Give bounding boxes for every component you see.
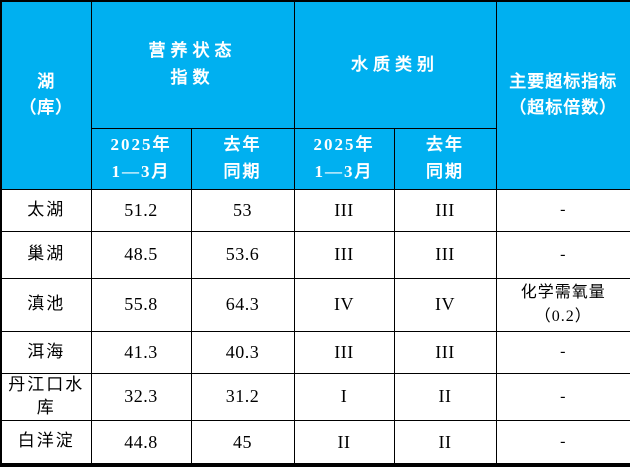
trophic-previous-cell: 53.6 — [190, 230, 295, 279]
quality-previous-cell: II — [393, 419, 497, 466]
header-water-quality-group: 水质类别 — [293, 0, 497, 129]
table-row-erhai: 洱海 41.3 40.3 III III - — [0, 330, 630, 374]
table-row-dianchi: 滇池 55.8 64.3 IV IV 化学需氧量 （0.2） — [0, 277, 630, 332]
quality-current-cell: III — [293, 330, 395, 374]
exceed-indicator-cell: 化学需氧量 （0.2） — [495, 277, 630, 332]
trophic-previous-cell: 40.3 — [190, 330, 295, 374]
exceed-indicator-cell: - — [495, 372, 630, 421]
trophic-current-cell: 51.2 — [90, 188, 192, 232]
trophic-current-cell: 44.8 — [90, 419, 192, 466]
lake-name-cell: 巢湖 — [0, 230, 92, 279]
header-quality-period-previous: 去年 同期 — [393, 127, 497, 190]
table-body: 太湖 51.2 53 III III - 巢湖 48.5 53.6 III II… — [0, 188, 630, 466]
trophic-previous-cell: 53 — [190, 188, 295, 232]
table-header: 湖 （库） 营养状态 指数 水质类别 主要超标指标 （超标倍数） 2025年 1… — [0, 0, 630, 190]
trophic-previous-cell: 45 — [190, 419, 295, 466]
quality-previous-cell: IV — [393, 277, 497, 332]
table-row-taihu: 太湖 51.2 53 III III - — [0, 188, 630, 232]
exceed-indicator-cell: - — [495, 419, 630, 466]
quality-current-cell: II — [293, 419, 395, 466]
header-lake: 湖 （库） — [0, 0, 92, 190]
lake-name-cell: 白洋淀 — [0, 419, 92, 466]
exceed-indicator-cell: - — [495, 188, 630, 232]
trophic-current-cell: 41.3 — [90, 330, 192, 374]
table-row-chaohu: 巢湖 48.5 53.6 III III - — [0, 230, 630, 279]
quality-previous-cell: III — [393, 230, 497, 279]
quality-current-cell: I — [293, 372, 395, 421]
header-trophic-period-current: 2025年 1—3月 — [90, 127, 192, 190]
lake-name-cell: 丹江口水库 — [0, 372, 92, 421]
header-trophic-index-group: 营养状态 指数 — [90, 0, 295, 129]
header-trophic-period-previous: 去年 同期 — [190, 127, 295, 190]
exceed-indicator-cell: - — [495, 230, 630, 279]
trophic-current-cell: 55.8 — [90, 277, 192, 332]
table-row-danjiangkou: 丹江口水库 32.3 31.2 I II - — [0, 372, 630, 421]
quality-previous-cell: III — [393, 330, 497, 374]
quality-previous-cell: II — [393, 372, 497, 421]
header-period-row: 2025年 1—3月 去年 同期 2025年 1—3月 去年 同期 — [1, 127, 630, 190]
quality-previous-cell: III — [393, 188, 497, 232]
lake-name-cell: 滇池 — [0, 277, 92, 332]
quality-current-cell: III — [293, 230, 395, 279]
trophic-current-cell: 48.5 — [90, 230, 192, 279]
trophic-current-cell: 32.3 — [90, 372, 192, 421]
table-row-baiyangdian: 白洋淀 44.8 45 II II - — [0, 419, 630, 466]
header-quality-period-current: 2025年 1—3月 — [293, 127, 395, 190]
lake-name-cell: 洱海 — [0, 330, 92, 374]
trophic-previous-cell: 64.3 — [190, 277, 295, 332]
exceed-indicator-cell: - — [495, 330, 630, 374]
quality-current-cell: IV — [293, 277, 395, 332]
lake-name-cell: 太湖 — [0, 188, 92, 232]
quality-current-cell: III — [293, 188, 395, 232]
header-group-row: 湖 （库） 营养状态 指数 水质类别 主要超标指标 （超标倍数） — [0, 0, 630, 190]
trophic-previous-cell: 31.2 — [190, 372, 295, 421]
header-exceed-indicator: 主要超标指标 （超标倍数） — [495, 0, 630, 190]
